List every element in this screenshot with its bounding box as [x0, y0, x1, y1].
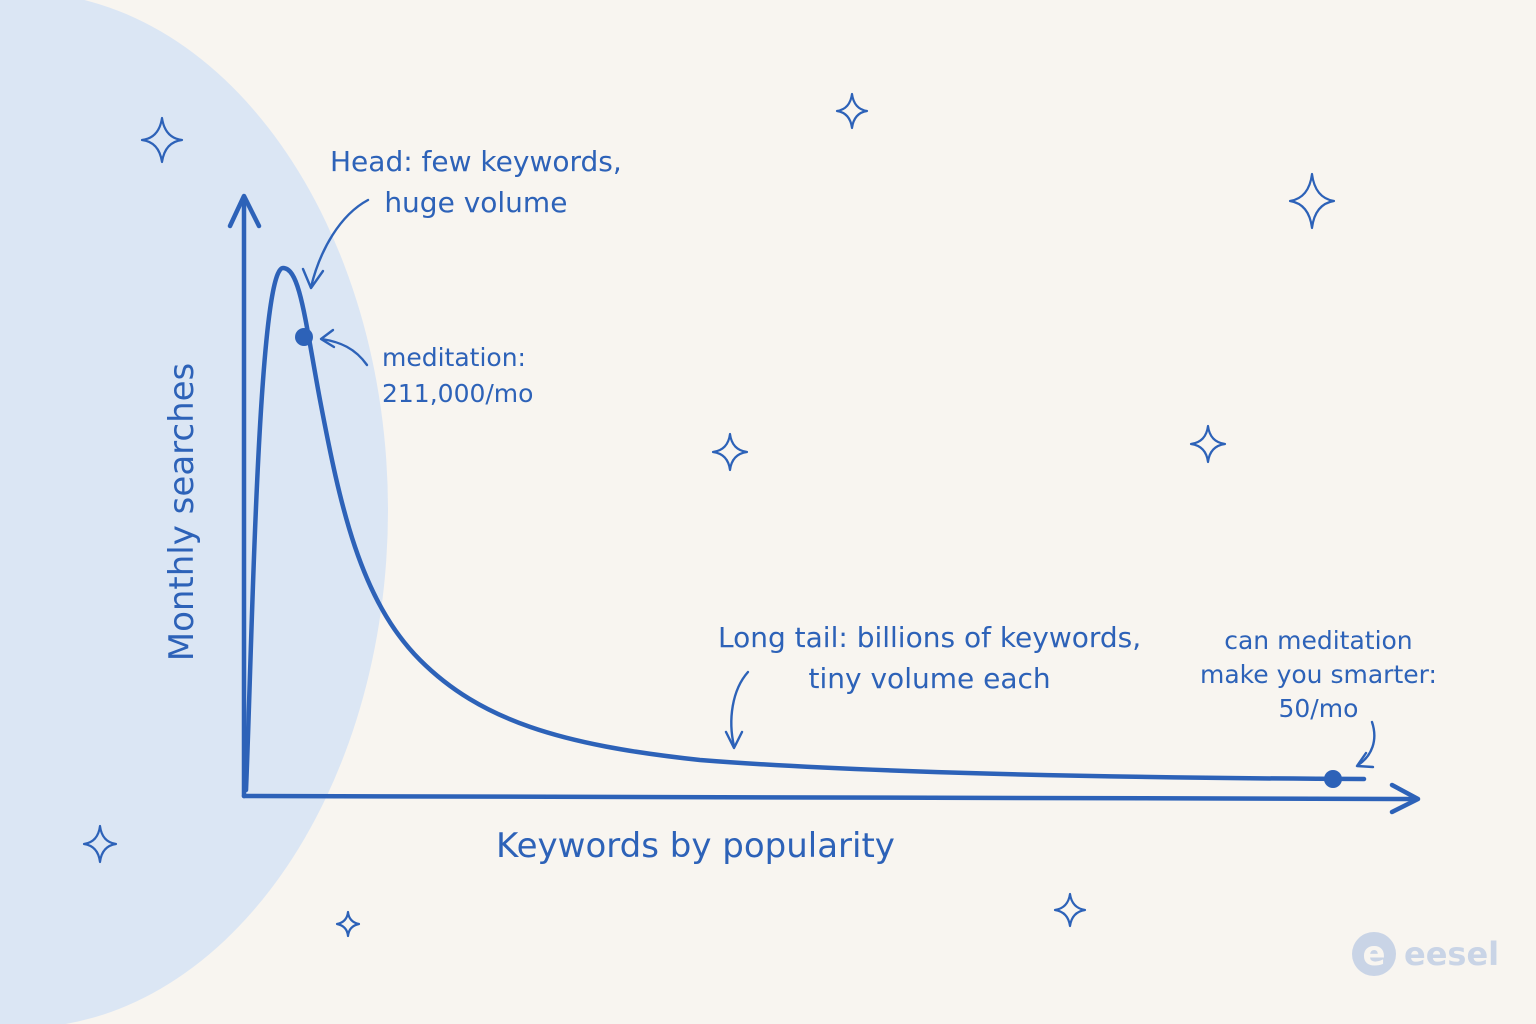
meditation-data-point: [295, 328, 313, 346]
x-axis: [241, 793, 1419, 802]
long-tail-data-point: [1324, 770, 1342, 788]
long-tail-curve: [243, 265, 1367, 793]
long-tail-point-annotation-line-3: 50/mo: [1278, 693, 1359, 723]
brand-mark-icon: e: [1352, 932, 1396, 976]
stars: [82, 92, 1336, 938]
y-axis-label: Monthly searches: [162, 362, 202, 662]
sparkle-icon: [335, 910, 361, 938]
brand-logo: e eesel: [1352, 932, 1499, 976]
x-axis-label: Keywords by popularity: [496, 826, 895, 866]
tail-arrowhead: [724, 730, 744, 750]
brand-name: eesel: [1404, 935, 1500, 973]
meditation-annotation-line-2: 211,000/mo: [382, 379, 534, 409]
head-highlight-circle: [0, 0, 388, 1024]
long-tail-annotation-line-2: tiny volume each: [808, 661, 1051, 695]
head-point-arrow: [320, 337, 369, 367]
long-tail-point-annotation: can meditation make you smarter: 50/mo: [1200, 624, 1437, 725]
head-annotation-line-1: Head: few keywords,: [330, 145, 622, 178]
sparkle-icon: [82, 824, 118, 864]
head-annotation-line-2: huge volume: [384, 185, 568, 219]
meditation-annotation: meditation: 211,000/mo: [382, 340, 533, 413]
head-arrowhead: [301, 267, 325, 290]
y-axis-arrowhead: [227, 193, 262, 229]
annotation-arrows: [301, 198, 1376, 769]
long-tail-point-annotation-line-2: make you smarter:: [1200, 659, 1437, 689]
sparkle-icon: [711, 432, 749, 472]
axes: [227, 193, 1421, 815]
head-annotation-arrow: [309, 198, 370, 289]
head-point-arrowhead: [319, 328, 336, 349]
meditation-annotation-line-1: meditation:: [382, 343, 526, 372]
tail-point-arrow: [1356, 720, 1376, 767]
x-axis-arrowhead: [1389, 782, 1421, 815]
head-annotation: Head: few keywords, huge volume: [330, 142, 622, 223]
long-tail-annotation-line-1: Long tail: billions of keywords,: [718, 621, 1142, 654]
sparkle-icon: [835, 92, 869, 130]
sparkle-icon: [1053, 892, 1087, 928]
tail-annotation-arrow: [730, 670, 750, 748]
tail-point-arrowhead: [1355, 751, 1375, 769]
sparkle-icon: [1288, 172, 1336, 230]
long-tail-point-annotation-line-1: can meditation: [1224, 626, 1413, 655]
long-tail-annotation: Long tail: billions of keywords, tiny vo…: [718, 618, 1141, 699]
sparkle-icon: [1189, 424, 1227, 464]
sparkle-icon: [140, 116, 184, 164]
